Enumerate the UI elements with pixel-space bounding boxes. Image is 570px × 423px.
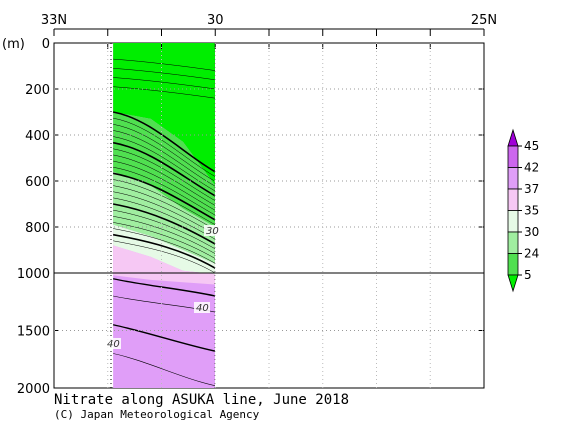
y-tick-label-800: 800 [25, 221, 50, 236]
y-tick-label-0: 0 [42, 37, 50, 52]
y-tick-label-600: 600 [25, 175, 50, 190]
contour-mid-12 [113, 185, 215, 230]
contour-label-40-right: 40 [196, 303, 209, 314]
colorbar-segment-1 [507, 167, 519, 190]
x-tick-label-25: 25N [471, 13, 497, 28]
colorbar-segment-0 [507, 145, 519, 168]
contour-mid-17 [113, 216, 215, 254]
y-tick-label-1000: 1000 [17, 267, 50, 282]
contour-mid-2 [113, 124, 215, 182]
contour-deep-3 [113, 353, 215, 386]
contour-mid-21 [113, 240, 215, 274]
colorbar-label-42: 42 [524, 161, 539, 175]
contour-mid-3 [113, 130, 215, 187]
contour-mid-0 [112, 111, 215, 173]
fill-layer-3 [113, 224, 215, 275]
colorbar-segment-4 [507, 231, 519, 254]
contour-shallow-3 [113, 86, 215, 99]
colorbar-label-37: 37 [524, 182, 539, 196]
contour-deep-2 [112, 324, 215, 352]
contour-label-40-left: 40 [107, 339, 120, 350]
section-fill [113, 43, 215, 388]
y-tick-label-400: 400 [25, 129, 50, 144]
y-axis-label: (m) [2, 37, 25, 52]
colorbar-label-45: 45 [524, 139, 539, 153]
y-tick-label-200: 200 [25, 83, 50, 98]
chart-credit: (C) Japan Meteorological Agency [54, 408, 260, 421]
colorbar-label-30: 30 [524, 225, 539, 239]
contour-label-group: 30 40 40 [105, 225, 220, 350]
contour-mid-11 [113, 179, 215, 225]
contour-mid-6 [113, 148, 215, 201]
x-axis: 33N 30 25N [41, 13, 497, 49]
colorbar-bottom-arrow [507, 274, 519, 293]
colorbar-top-arrow [507, 128, 519, 147]
y-axis: 0 200 400 600 800 1000 1500 2000 [17, 37, 484, 397]
colorbar: 45 42 37 35 30 24 5 [507, 128, 539, 293]
colorbar-segment-3 [507, 210, 519, 233]
y-tick-label-2000: 2000 [17, 382, 50, 397]
contour-shallow-2 [113, 77, 215, 90]
colorbar-label-35: 35 [524, 204, 539, 218]
contour-mid-20 [112, 233, 215, 269]
contour-mid-19 [113, 228, 215, 264]
contour-mid-5 [112, 141, 215, 197]
contour-mid-15 [112, 203, 215, 245]
colorbar-label-5: 5 [524, 268, 532, 282]
x-tick-label-33: 33N [41, 13, 67, 28]
fill-layer-4 [113, 245, 215, 285]
x-tick-label-30: 30 [207, 13, 224, 28]
contour-mid-9 [113, 166, 215, 216]
colorbar-label-24: 24 [524, 247, 539, 261]
contour-deep-0 [112, 278, 215, 297]
contour-mid-10 [112, 172, 215, 221]
contour-mid-4 [113, 136, 215, 192]
colorbar-segment-5 [507, 253, 519, 276]
y-tick-label-1500: 1500 [17, 325, 50, 340]
contour-mid-1 [113, 117, 215, 177]
contour-shallow-0 [113, 58, 215, 71]
colorbar-segment-2 [507, 188, 519, 211]
fill-layer-0 [113, 43, 215, 186]
chart-title: Nitrate along ASUKA line, June 2018 [54, 392, 349, 408]
contour-shallow-1 [113, 68, 215, 81]
contour-mid-18 [113, 222, 215, 259]
contour-mid-7 [113, 154, 215, 206]
contour-mid-16 [113, 209, 215, 250]
contour-label-30: 30 [206, 226, 219, 237]
